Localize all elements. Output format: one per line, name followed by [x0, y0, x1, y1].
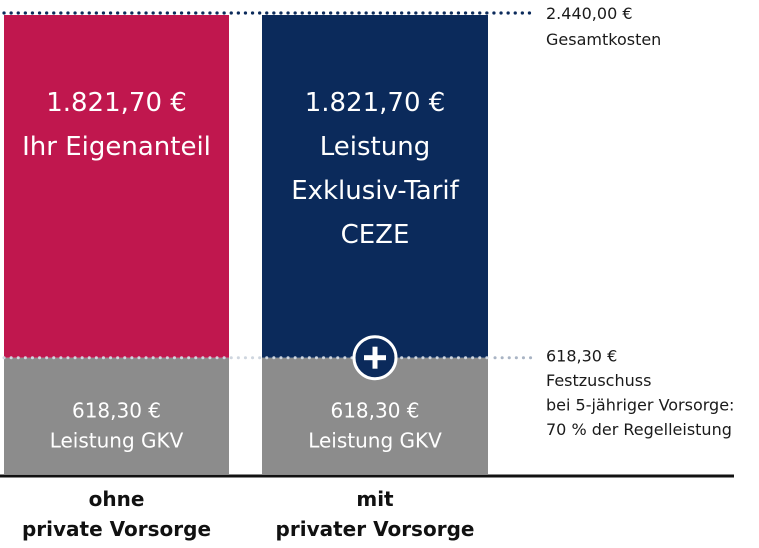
bar-gkv-label-2-1: 618,30 €	[330, 399, 419, 423]
total-note-line-1: 2.440,00 €	[546, 4, 633, 23]
bar-top-label-2-4: CEZE	[341, 220, 410, 250]
bar-eigenanteil	[4, 15, 229, 358]
bar-gkv-label-1-2: Leistung GKV	[50, 429, 184, 453]
bar-exklusiv-tarif	[262, 15, 488, 358]
total-note-line-2: Gesamtkosten	[546, 30, 661, 49]
plus-circle-icon	[352, 335, 398, 381]
labels-layer: 1.821,70 € Ihr Eigenanteil 618,30 € Leistun…	[22, 4, 734, 541]
bar-top-label-2-2: Leistung	[320, 132, 430, 162]
festzuschuss-note-line-1: 618,30 €	[546, 347, 617, 366]
bars-layer	[4, 15, 488, 474]
bar-top-label-2-3: Exklusiv-Tarif	[291, 176, 459, 206]
bar-top-label-2-1: 1.821,70 €	[305, 88, 446, 118]
bar-gkv-label-2-2: Leistung GKV	[308, 429, 442, 453]
category-label-2-1: mit	[356, 487, 394, 511]
bar-gkv-label-1-1: 618,30 €	[72, 399, 161, 423]
festzuschuss-note-line-3: bei 5-jähriger Vorsorge:	[546, 396, 734, 415]
bar-top-label-1-2: Ihr Eigenanteil	[22, 132, 211, 162]
festzuschuss-note-line-2: Festzuschuss	[546, 371, 651, 390]
bar-top-label-1-1: 1.821,70 €	[46, 88, 187, 118]
category-label-2-2: privater Vorsorge	[276, 517, 475, 541]
bar-gkv-1	[4, 357, 229, 474]
festzuschuss-note-line-4: 70 % der Regelleistung	[546, 420, 732, 439]
reference-lines-layer	[0, 11, 734, 478]
category-label-1-2: private Vorsorge	[22, 517, 211, 541]
category-label-1-1: ohne	[89, 487, 145, 511]
